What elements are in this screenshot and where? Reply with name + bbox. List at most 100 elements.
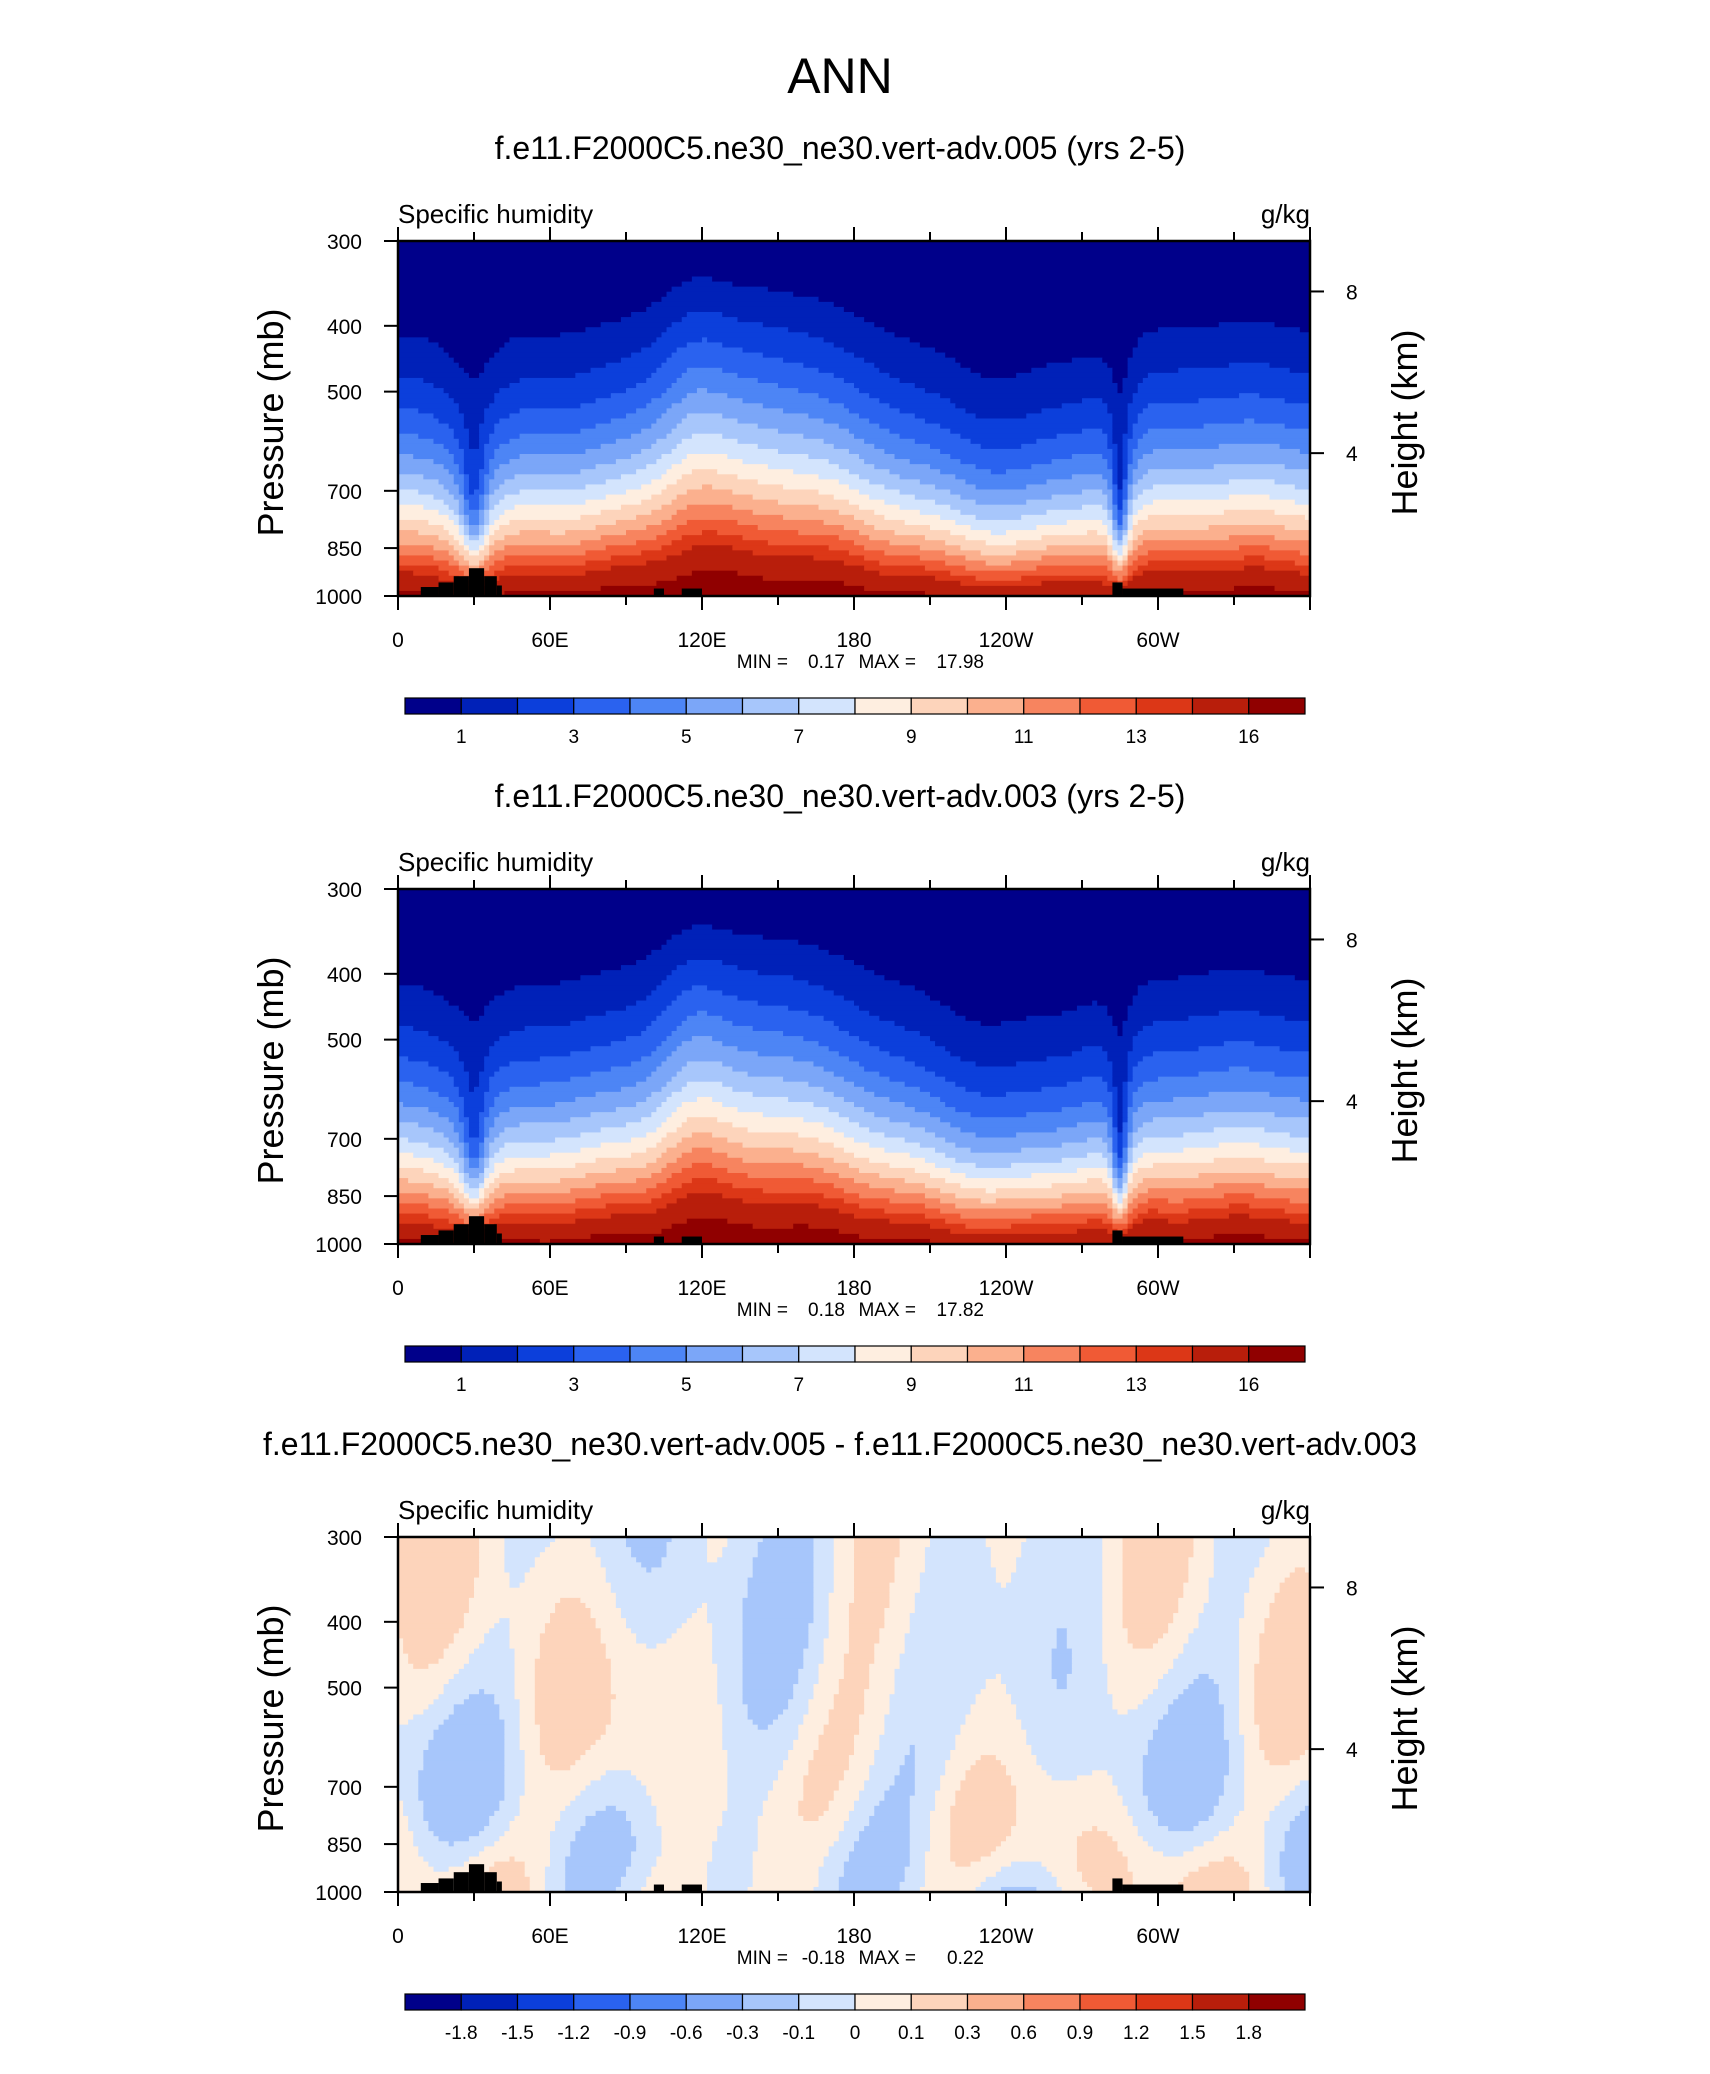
contour-cell [1036,1760,1144,1766]
contour-cell [636,1102,663,1108]
colorbar-label: 3 [568,727,579,748]
contour-cell [732,1086,825,1093]
contour-cell [1127,367,1179,374]
contour-cell [1284,1577,1311,1584]
contour-cell [398,545,435,551]
contour-cell [661,1041,683,1047]
contour-cell [524,1871,546,1878]
contour-cell [1213,1805,1245,1812]
contour-cell [1152,1810,1215,1817]
contour-cell [1107,525,1113,531]
contour-cell [1016,1790,1119,1797]
contour-cell [904,1025,1119,1032]
contour-cell [1122,1132,1129,1139]
colorbar: -1.8 -1.5 -1.2 -0.9 -0.6 -0.3 -0.1 0 0.1 0.3 0.6 0.… [404,1993,1306,2044]
right-axis-label: Height (km) [1384,329,1425,515]
contour-cell [398,1081,414,1088]
contour-cell [463,1147,470,1154]
contour-cell [398,1790,419,1797]
contour-cell [747,1704,789,1711]
contour-cell [463,1699,495,1705]
contour-cell [899,1770,916,1776]
min-label: MIN = [737,1300,788,1321]
contour-cell [1127,438,1139,445]
contour-cell [848,408,901,415]
contour-cell [1112,1112,1119,1118]
contour-cell [1239,1648,1260,1655]
contour-cell [909,1122,951,1128]
contour-cell [1102,1638,1129,1645]
contour-cell [1107,504,1113,511]
contour-cell [661,1010,698,1017]
contour-cell [398,1795,419,1802]
contour-cell [757,525,845,531]
contour-cell [555,1608,592,1614]
contour-cell [1112,413,1129,420]
contour-cell [909,1841,931,1847]
contour-cell [838,1051,891,1057]
contour-cell [494,1041,612,1047]
contour-cell [985,540,1017,546]
contour-cell [398,934,673,941]
contour-cell [433,555,455,562]
contour-cell [585,1815,627,1822]
contour-cell [717,1673,744,1680]
contour-cell [869,1183,926,1189]
contour-cell [879,1633,906,1640]
contour-cell [1132,1112,1205,1118]
contour-cell [458,1668,516,1675]
contour-cell [985,1679,1002,1685]
contour-cell [1239,1714,1255,1721]
contour-cell [1122,1107,1129,1113]
contour-cell [1299,1780,1311,1787]
contour-cell [752,1567,815,1574]
contour-cell [610,1213,855,1220]
contour-cell [448,550,460,557]
max-label: MAX = [858,1300,916,1321]
contour-cell [864,1785,891,1792]
variable-label: Specific humidity [398,199,593,229]
panel-title: f.e11.F2000C5.ne30_ne30.vert-adv.005 - f… [263,1426,1417,1462]
contour-cell [813,1542,835,1548]
contour-cell [823,1193,860,1199]
contour-cell [1168,1826,1195,1832]
contour-cell [1102,454,1113,460]
contour-cell [681,1086,733,1093]
contour-cell [458,504,465,511]
units-label: g/kg [1261,847,1310,877]
contour-cell [859,504,901,511]
contour-cell [1142,454,1311,460]
contour-cell [1051,1871,1083,1878]
contour-cell [798,1673,820,1680]
contour-cell [484,535,490,541]
x-tick-label: 120E [677,1277,726,1300]
contour-cell [1132,1167,1139,1174]
contour-cell [1117,1157,1124,1164]
contour-cell [479,1831,505,1837]
contour-cell [443,1648,475,1655]
contour-cell [398,256,1311,262]
contour-cell [742,1157,835,1164]
contour-cell [833,494,870,501]
contour-cell [686,960,723,966]
contour-cell [489,1821,511,1827]
contour-cell [1016,1709,1119,1716]
contour-cell [975,1132,1017,1139]
contour-cell [499,1238,541,1245]
contour-cell [813,1567,835,1574]
contour-cell [833,1577,855,1584]
contour-cell [1011,1162,1108,1169]
contour-cell [717,1831,759,1837]
contour-cell [468,1602,556,1609]
contour-cell [1122,1613,1174,1619]
x-tick-label: 0 [392,1925,404,1948]
contour-cell [610,1041,663,1047]
contour-cell [975,1694,1012,1700]
contour-cell [651,1020,683,1027]
contour-cell [757,1815,804,1822]
contour-cell [717,1826,759,1832]
contour-cell [833,1537,855,1543]
contour-cell [1061,1107,1108,1113]
contour-cell [499,499,587,506]
contour-cell [468,1658,516,1665]
